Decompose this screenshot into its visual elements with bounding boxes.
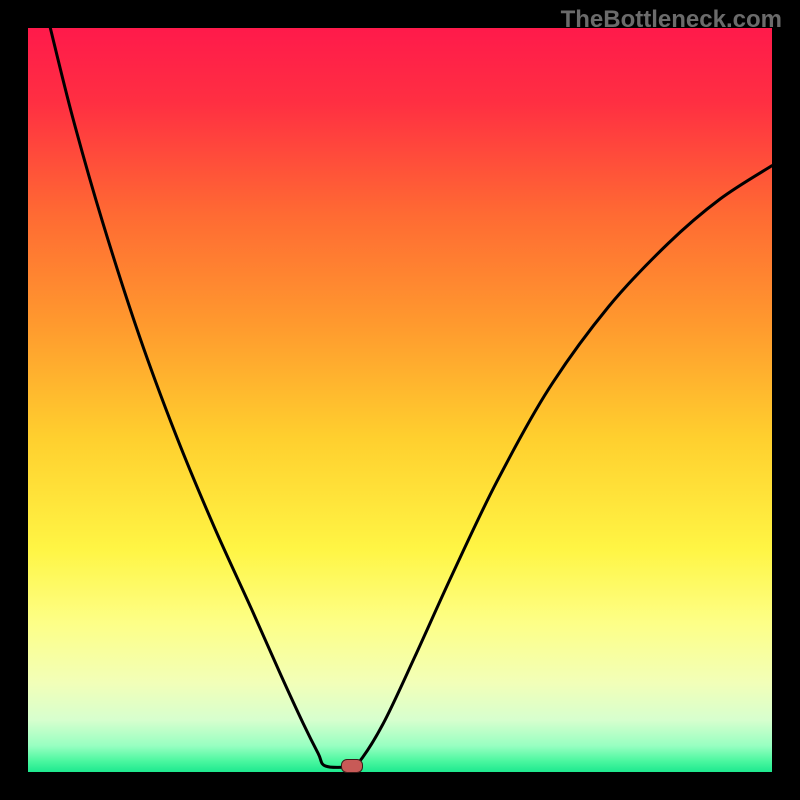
plot-area xyxy=(28,28,772,772)
curve-svg xyxy=(28,28,772,772)
minimum-marker xyxy=(341,759,363,773)
chart-frame: TheBottleneck.com xyxy=(0,0,800,800)
bottleneck-curve xyxy=(50,28,772,767)
